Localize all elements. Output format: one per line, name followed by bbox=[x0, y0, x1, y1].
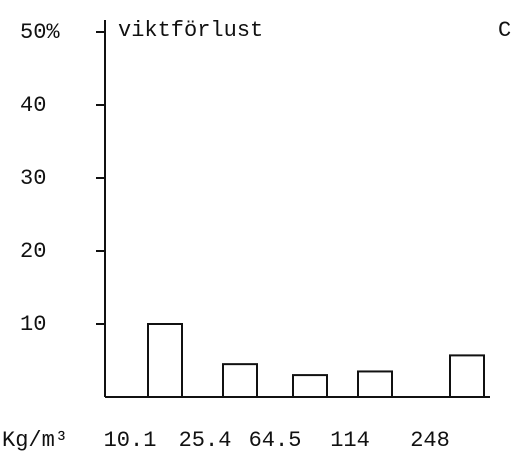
x-tick-label: 10.1 bbox=[104, 428, 157, 453]
y-axis-label: viktförlust bbox=[118, 18, 263, 43]
y-tick-label: 50% bbox=[20, 20, 60, 45]
bar bbox=[449, 354, 485, 399]
x-tick-label: 64.5 bbox=[249, 428, 302, 453]
x-tick-label: 114 bbox=[330, 428, 370, 453]
x-axis-label: Kg/m³ bbox=[2, 428, 68, 453]
x-tick-label: 25.4 bbox=[179, 428, 232, 453]
bar bbox=[147, 323, 183, 398]
annotation: C bbox=[498, 18, 511, 43]
y-tick-label: 40 bbox=[20, 93, 46, 118]
bar bbox=[222, 363, 258, 398]
y-tick-label: 20 bbox=[20, 239, 46, 264]
x-tick-label: 248 bbox=[410, 428, 450, 453]
bar bbox=[357, 370, 393, 399]
bar bbox=[292, 374, 328, 399]
y-tick-label: 30 bbox=[20, 166, 46, 191]
y-tick-label: 10 bbox=[20, 312, 46, 337]
